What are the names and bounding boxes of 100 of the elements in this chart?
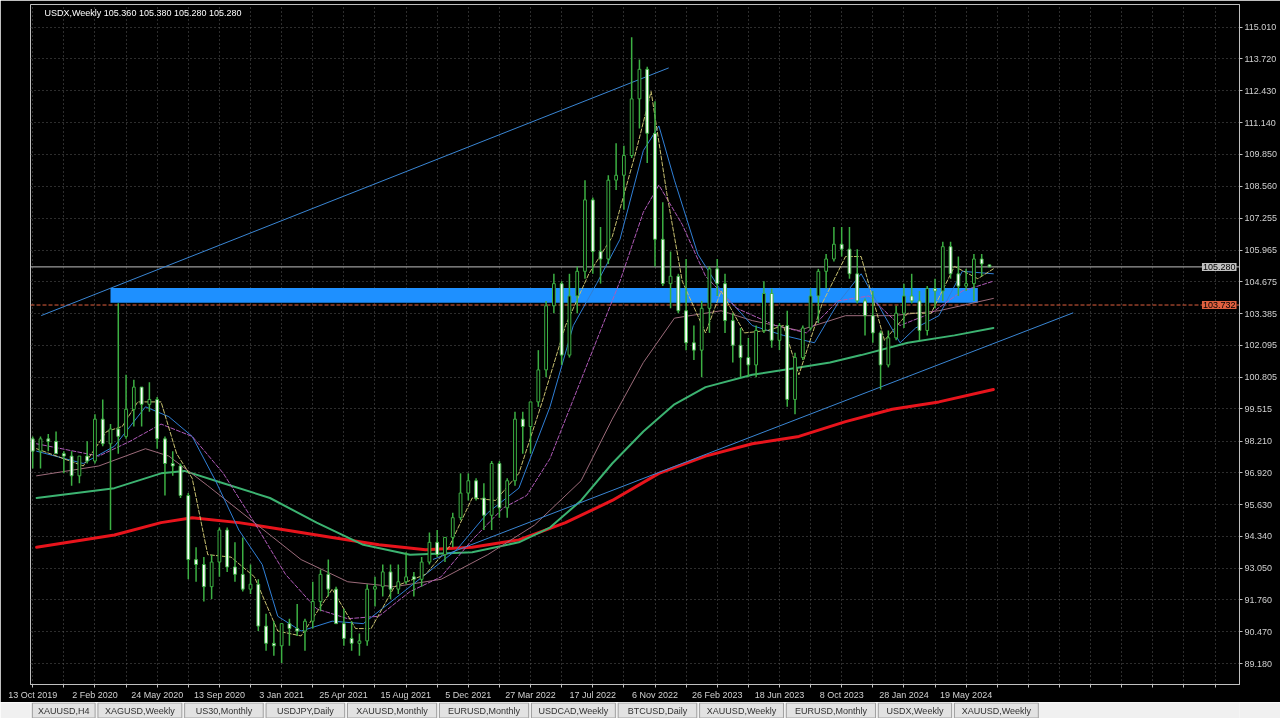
candlestick bbox=[287, 617, 292, 647]
candlestick bbox=[824, 253, 829, 290]
candlestick bbox=[77, 455, 82, 484]
ref-line-label: 105.280 bbox=[1202, 261, 1236, 272]
candlestick bbox=[902, 282, 906, 329]
candlestick bbox=[466, 472, 471, 502]
y-tick-label: 112.430 bbox=[1244, 85, 1277, 96]
candlestick bbox=[373, 576, 377, 608]
candlestick bbox=[598, 226, 603, 285]
candlestick bbox=[396, 563, 401, 595]
candlestick bbox=[388, 563, 393, 600]
x-tick-label: 8 Oct 2023 bbox=[819, 689, 864, 700]
candlestick bbox=[933, 277, 937, 310]
candlestick bbox=[69, 450, 74, 487]
candlestick bbox=[170, 450, 175, 477]
candlestick bbox=[474, 477, 478, 502]
candlestick bbox=[450, 512, 455, 549]
candlestick bbox=[956, 255, 961, 297]
text: XAGUSD,Weekly bbox=[104, 705, 176, 716]
x-tick-label: 13 Sep 2020 bbox=[193, 689, 245, 700]
candlestick bbox=[357, 632, 362, 657]
candlestick bbox=[201, 556, 206, 603]
y-tick-label: 99.515 bbox=[1244, 403, 1273, 414]
text: EURUSD,Monthly bbox=[448, 705, 521, 716]
y-tick-label: 100.805 bbox=[1244, 372, 1278, 383]
x-tick-label: 17 Jul 2022 bbox=[569, 689, 617, 700]
candlestick bbox=[404, 551, 408, 585]
x-tick-label: 27 Mar 2022 bbox=[505, 689, 556, 700]
candlestick bbox=[979, 253, 984, 277]
candlestick bbox=[116, 302, 121, 455]
candlestick bbox=[832, 226, 836, 263]
candlestick bbox=[715, 258, 720, 297]
text: US30,Monthly bbox=[195, 705, 253, 716]
x-tick-label: 3 Jan 2021 bbox=[259, 689, 304, 700]
text: XAUUSD,H4 bbox=[37, 705, 90, 716]
candlestick bbox=[248, 563, 253, 595]
y-tick-label: 109.850 bbox=[1244, 149, 1278, 160]
candlestick bbox=[777, 322, 782, 351]
x-tick-label: 13 Oct 2019 bbox=[8, 689, 58, 700]
y-tick-label: 93.050 bbox=[1244, 563, 1273, 574]
x-tick-label: 24 May 2020 bbox=[131, 689, 184, 700]
text: EURUSD,Monthly bbox=[794, 705, 868, 716]
y-tick-label: 89.180 bbox=[1244, 658, 1273, 669]
y-tick-label: 108.560 bbox=[1244, 181, 1278, 192]
x-tick-label: 19 May 2024 bbox=[940, 689, 993, 700]
x-tick-label: 28 Jan 2024 bbox=[879, 689, 929, 700]
x-tick-label: 15 Aug 2021 bbox=[380, 689, 432, 700]
candlestick bbox=[692, 324, 696, 361]
candlestick bbox=[839, 226, 844, 258]
candlestick bbox=[443, 536, 447, 563]
text: USDCAD,Weekly bbox=[538, 705, 609, 716]
candlestick bbox=[746, 337, 751, 379]
candlestick bbox=[139, 386, 144, 428]
y-tick-label: 98.210 bbox=[1244, 436, 1273, 447]
text: USDJPY,Daily bbox=[276, 705, 335, 716]
candlestick bbox=[520, 411, 525, 455]
text: BTCUSD,Daily bbox=[627, 705, 688, 716]
x-tick-label: 25 Apr 2021 bbox=[319, 689, 368, 700]
candlestick bbox=[622, 144, 626, 211]
line-series bbox=[36, 297, 994, 588]
candlestick bbox=[614, 142, 618, 191]
candlestick bbox=[435, 529, 440, 558]
candlestick bbox=[61, 450, 66, 475]
text: XAUUSD,Monthly bbox=[356, 705, 429, 716]
y-tick-label: 113.720 bbox=[1244, 53, 1277, 64]
y-tick-label: 90.470 bbox=[1244, 626, 1273, 637]
candlestick bbox=[85, 440, 90, 465]
x-tick-label: 5 Dec 2021 bbox=[445, 689, 492, 700]
x-tick-label: 6 Nov 2022 bbox=[631, 689, 679, 700]
candlestick bbox=[551, 273, 556, 314]
candlestick bbox=[863, 297, 867, 337]
candlestick bbox=[326, 558, 331, 598]
line-series bbox=[35, 326, 995, 556]
candlestick bbox=[30, 435, 35, 470]
x-tick-label: 2 Feb 2020 bbox=[72, 689, 118, 700]
candlestick bbox=[264, 613, 268, 652]
candlestick bbox=[194, 546, 198, 583]
candlestick bbox=[147, 381, 152, 413]
candlestick bbox=[108, 423, 113, 531]
candlestick bbox=[349, 620, 354, 652]
candlestick bbox=[419, 556, 424, 588]
candlestick bbox=[964, 268, 969, 292]
text: XAUUSD,Weekly bbox=[706, 705, 777, 716]
y-tick-label: 103.385 bbox=[1244, 308, 1278, 319]
candlestick bbox=[738, 327, 743, 379]
y-tick-label: 115.010 bbox=[1244, 22, 1277, 33]
candlestick bbox=[303, 617, 307, 652]
candlestick bbox=[131, 378, 136, 428]
candlestick bbox=[427, 531, 432, 566]
candlestick bbox=[870, 290, 875, 344]
y-tick-label: 91.760 bbox=[1244, 594, 1273, 605]
y-tick-label: 111.140 bbox=[1244, 117, 1276, 128]
candlestick bbox=[233, 541, 237, 583]
candlestick bbox=[240, 536, 245, 593]
candlestick bbox=[54, 430, 58, 455]
y-tick-label: 95.630 bbox=[1244, 499, 1273, 510]
candlestick bbox=[271, 620, 276, 657]
y-tick-label: 94.340 bbox=[1244, 531, 1273, 542]
candlestick bbox=[279, 622, 284, 664]
candlestick bbox=[668, 250, 673, 310]
